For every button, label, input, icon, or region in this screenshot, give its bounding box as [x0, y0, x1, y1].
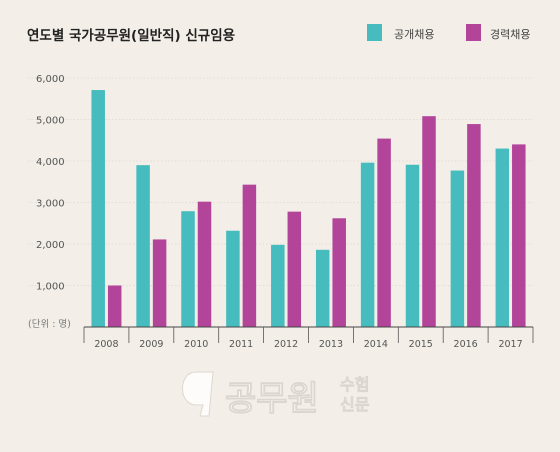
bar-career-2015	[422, 116, 436, 328]
bars	[91, 90, 526, 328]
x-tick-label: 2011	[229, 339, 253, 350]
y-tick-label: 4,000	[36, 157, 65, 168]
bar-career-2008	[107, 285, 122, 327]
bar-open-2012	[271, 244, 285, 327]
x-tick-label: 2013	[319, 339, 343, 350]
bar-open-2009	[136, 165, 150, 327]
x-tick-label: 2008	[94, 339, 118, 350]
bar-career-2009	[152, 239, 167, 327]
x-tick-label: 2012	[274, 339, 298, 350]
bar-career-2010	[197, 201, 212, 327]
bar-open-2013	[315, 249, 330, 327]
chart-title: 연도별 국가공무원(일반직) 신규임용	[27, 27, 235, 44]
unit-label: (단위 : 명)	[28, 318, 71, 330]
x-axis-ticks: 2008 2009 2010 2011 2012 2013 2014 2015 2016 2017	[83, 327, 534, 350]
bar-career-2011	[242, 184, 257, 327]
bar-career-2012	[287, 211, 302, 327]
x-tick-label: 2016	[454, 339, 478, 350]
legend-swatch-open-recruitment	[367, 24, 382, 41]
bar-open-2011	[226, 230, 240, 327]
y-tick-label: 6,000	[36, 74, 65, 85]
x-tick-label: 2009	[139, 339, 163, 350]
bar-career-2017	[512, 144, 526, 327]
gridlines	[28, 77, 533, 286]
y-tick-label: 5,000	[36, 116, 65, 127]
legend-swatch-career-recruitment	[466, 24, 481, 41]
y-axis-ticks: 1,000 2,000 3,000 4,000 5,000 6,000	[36, 74, 65, 293]
bar-open-2016	[450, 170, 465, 327]
bar-open-2014	[360, 162, 375, 327]
watermark-side-text-2: 신문	[340, 395, 370, 414]
watermark-logo-text: 공무원	[225, 379, 319, 419]
y-tick-label: 3,000	[36, 199, 65, 210]
legend: 공개채용 경력채용	[367, 24, 530, 41]
legend-label-open-recruitment: 공개채용	[394, 28, 434, 41]
watermark-logo-icon	[182, 371, 214, 417]
bar-career-2014	[377, 138, 391, 327]
x-tick-label: 2017	[498, 339, 522, 350]
y-tick-label: 1,000	[36, 282, 65, 293]
x-tick-label: 2014	[364, 339, 388, 350]
watermark: 공무원 수험 신문	[182, 371, 370, 419]
watermark-side-text-1: 수험	[340, 375, 369, 394]
bar-open-2015	[405, 164, 420, 327]
bar-open-2008	[91, 90, 105, 327]
x-tick-label: 2010	[184, 339, 208, 350]
y-tick-label: 2,000	[36, 240, 65, 251]
bar-career-2013	[332, 218, 346, 327]
legend-label-career-recruitment: 경력채용	[490, 28, 530, 41]
bar-career-2016	[467, 124, 481, 327]
bar-open-2017	[495, 148, 510, 327]
x-tick-label: 2015	[409, 339, 433, 350]
bar-open-2010	[181, 211, 195, 327]
